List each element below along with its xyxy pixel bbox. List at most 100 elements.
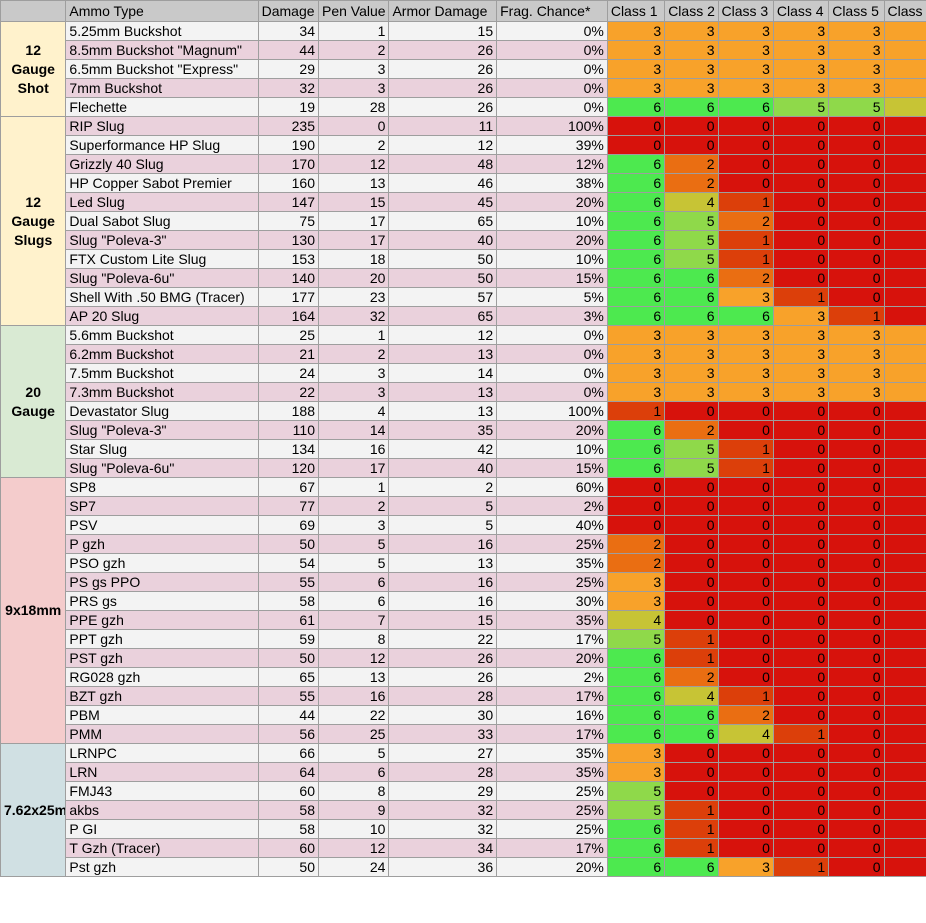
class-2-cell: 0: [664, 401, 719, 421]
column-header[interactable]: Pen Value: [317, 0, 390, 22]
pen-value-cell: 17: [317, 211, 390, 231]
class-4-cell: 0: [772, 249, 830, 269]
armor-damage-cell: 27: [388, 743, 498, 763]
class-6-cell: 0: [883, 705, 926, 725]
class-4-cell: 0: [772, 743, 830, 763]
frag-chance-cell: 30%: [496, 591, 608, 611]
ammo-table: Ammo Type Damage Pen Value Armor Damage Frag…: [0, 0, 926, 877]
ammo-name-cell: Slug "Poleva-3": [65, 420, 259, 440]
ammo-name-cell: SP8: [65, 477, 259, 497]
class-5-cell: 0: [828, 515, 885, 535]
class-4-cell: 1: [772, 857, 830, 877]
column-header[interactable]: Class 2: [664, 0, 719, 22]
armor-damage-cell: 50: [388, 249, 498, 269]
class-4-cell: 0: [772, 572, 830, 592]
class-4-cell: 0: [772, 439, 830, 459]
ammo-name-cell: Grizzly 40 Slug: [65, 154, 259, 174]
ammo-name-cell: PMM: [65, 724, 259, 744]
class-3-cell: 3: [717, 325, 774, 345]
class-5-cell: 0: [828, 135, 885, 155]
ammo-name-cell: Dual Sabot Slug: [65, 211, 259, 231]
class-6-cell: 4: [883, 97, 926, 117]
class-1-cell: 6: [606, 249, 666, 269]
ammo-name-cell: 7.5mm Buckshot: [65, 363, 259, 383]
class-1-cell: 3: [606, 762, 666, 782]
column-header[interactable]: Damage: [257, 0, 320, 22]
column-header[interactable]: Class 1: [606, 0, 666, 22]
class-6-cell: 0: [883, 534, 926, 554]
class-5-cell: 0: [828, 629, 885, 649]
class-5-cell: 0: [828, 211, 885, 231]
class-6-cell: 0: [883, 439, 926, 459]
class-3-cell: 0: [717, 116, 774, 136]
frag-chance-cell: 0%: [496, 363, 608, 383]
damage-cell: 147: [257, 192, 320, 212]
column-header[interactable]: Class 6: [883, 0, 926, 22]
class-5-cell: 3: [828, 21, 885, 41]
column-header[interactable]: Class 3: [717, 0, 774, 22]
class-3-cell: 0: [717, 477, 774, 497]
class-5-cell: 3: [828, 382, 885, 402]
class-5-cell: 0: [828, 610, 885, 630]
class-2-cell: 1: [664, 800, 719, 820]
class-1-cell: 2: [606, 553, 666, 573]
class-4-cell: 3: [772, 363, 830, 383]
class-2-cell: 6: [664, 306, 719, 326]
armor-damage-cell: 12: [388, 325, 498, 345]
class-6-cell: 3: [883, 21, 926, 41]
class-6-cell: 0: [883, 268, 926, 288]
class-5-cell: 0: [828, 667, 885, 687]
damage-cell: 65: [257, 667, 320, 687]
pen-value-cell: 3: [317, 515, 390, 535]
class-1-cell: 0: [606, 477, 666, 497]
column-header[interactable]: Frag. Chance*: [496, 0, 608, 22]
class-1-cell: 3: [606, 382, 666, 402]
damage-cell: 61: [257, 610, 320, 630]
ammo-name-cell: Superformance HP Slug: [65, 135, 259, 155]
damage-cell: 19: [257, 97, 320, 117]
damage-cell: 130: [257, 230, 320, 250]
armor-damage-cell: 5: [388, 496, 498, 516]
pen-value-cell: 5: [317, 743, 390, 763]
damage-cell: 56: [257, 724, 320, 744]
frag-chance-cell: 25%: [496, 781, 608, 801]
class-3-cell: 1: [717, 249, 774, 269]
class-6-cell: 0: [883, 572, 926, 592]
class-4-cell: 0: [772, 116, 830, 136]
class-4-cell: 0: [772, 268, 830, 288]
class-1-cell: 6: [606, 724, 666, 744]
column-header[interactable]: Class 4: [772, 0, 830, 22]
column-header[interactable]: Armor Damage: [388, 0, 498, 22]
class-2-cell: 3: [664, 78, 719, 98]
column-header[interactable]: Ammo Type: [65, 0, 259, 22]
column-header[interactable]: Class 5: [828, 0, 885, 22]
frag-chance-cell: 17%: [496, 838, 608, 858]
pen-value-cell: 28: [317, 97, 390, 117]
ammo-name-cell: RG028 gzh: [65, 667, 259, 687]
class-2-cell: 4: [664, 686, 719, 706]
frag-chance-cell: 0%: [496, 59, 608, 79]
class-1-cell: 3: [606, 344, 666, 364]
class-6-cell: 0: [883, 610, 926, 630]
class-5-cell: 0: [828, 477, 885, 497]
damage-cell: 170: [257, 154, 320, 174]
pen-value-cell: 3: [317, 382, 390, 402]
class-6-cell: 0: [883, 116, 926, 136]
ammo-name-cell: Slug "Poleva-3": [65, 230, 259, 250]
armor-damage-cell: 40: [388, 458, 498, 478]
armor-damage-cell: 35: [388, 420, 498, 440]
class-5-cell: 1: [828, 306, 885, 326]
class-3-cell: 3: [717, 382, 774, 402]
class-3-cell: 2: [717, 705, 774, 725]
armor-damage-cell: 30: [388, 705, 498, 725]
class-2-cell: 5: [664, 439, 719, 459]
class-4-cell: 0: [772, 819, 830, 839]
class-6-cell: 0: [883, 230, 926, 250]
class-1-cell: 6: [606, 819, 666, 839]
class-3-cell: 3: [717, 40, 774, 60]
class-2-cell: 6: [664, 97, 719, 117]
